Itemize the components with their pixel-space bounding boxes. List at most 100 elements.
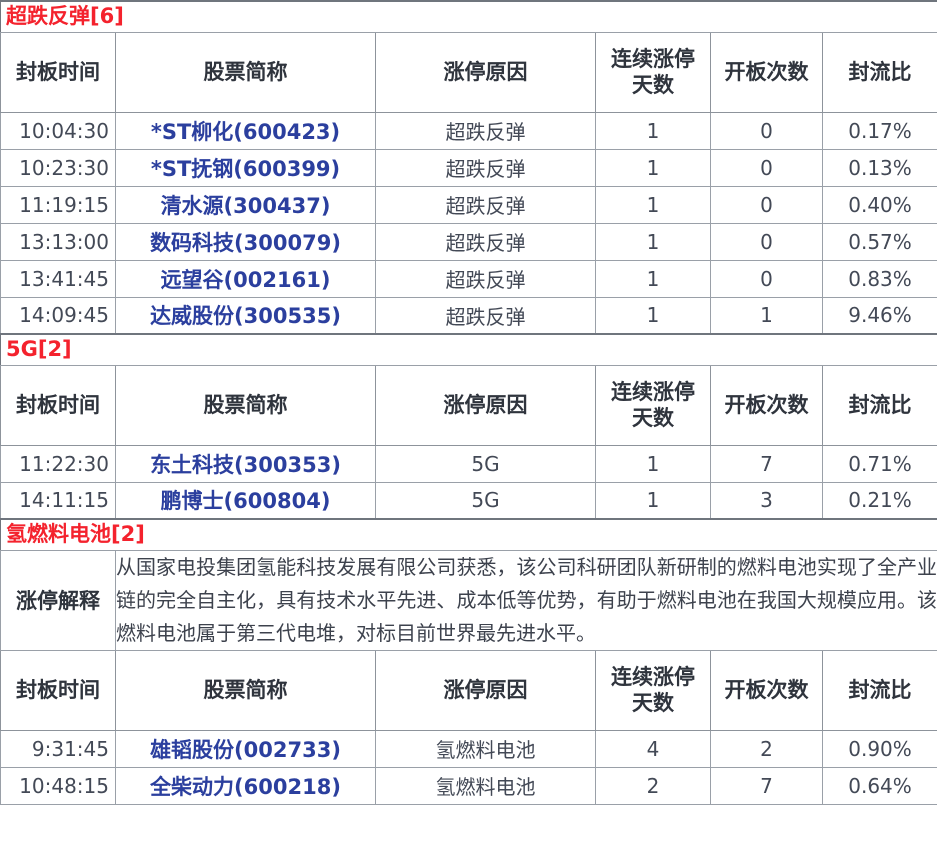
column-header-ratio: 封流比 <box>821 31 937 113</box>
cell-open-count: 0 <box>710 222 823 261</box>
section-title: 氢燃料电池[2] <box>6 522 145 547</box>
cell-open-count: 7 <box>710 444 823 483</box>
column-header-time: 封板时间 <box>0 649 116 731</box>
column-header-days: 连续涨停 天数 <box>595 364 711 446</box>
cell-stock-name[interactable]: 东土科技(300353) <box>115 444 376 483</box>
cell-seal-ratio: 0.17% <box>821 111 937 150</box>
cell-reason: 超跌反弹 <box>375 222 596 261</box>
cell-stock-name[interactable]: 雄韬股份(002733) <box>115 729 376 768</box>
cell-seal-ratio: 0.57% <box>821 222 937 261</box>
column-header-days: 连续涨停 天数 <box>595 649 711 731</box>
cell-open-count: 2 <box>710 729 823 768</box>
cell-seal-ratio: 0.21% <box>821 481 937 520</box>
cell-seal-time: 14:11:15 <box>0 481 116 520</box>
cell-stock-name[interactable]: 全柴动力(600218) <box>115 766 376 805</box>
cell-limit-days: 1 <box>595 185 711 224</box>
explanation-row: 涨停解释 从国家电投集团氢能科技发展有限公司获悉，该公司科研团队新研制的燃料电池实… <box>0 549 937 651</box>
cell-seal-ratio: 0.13% <box>821 148 937 187</box>
cell-reason: 5G <box>375 481 596 520</box>
section-header-row: 超跌反弹[6] <box>0 0 937 33</box>
cell-reason: 超跌反弹 <box>375 259 596 298</box>
limit-up-board-page: 超跌反弹[6] 封板时间 股票简称 涨停原因 连续涨停 天数 开板次数 封流比 10:04:30… <box>0 0 937 805</box>
cell-stock-name[interactable]: 达威股份(300535) <box>115 296 376 335</box>
column-header-time: 封板时间 <box>0 31 116 113</box>
table-row: 14:11:15 鹏博士(600804) 5G 1 3 0.21% <box>0 481 937 520</box>
column-header-row: 封板时间 股票简称 涨停原因 连续涨停 天数 开板次数 封流比 <box>0 649 937 731</box>
cell-seal-ratio: 0.90% <box>821 729 937 768</box>
cell-open-count: 0 <box>710 111 823 150</box>
cell-reason: 超跌反弹 <box>375 148 596 187</box>
cell-reason: 5G <box>375 444 596 483</box>
column-header-days: 连续涨停 天数 <box>595 31 711 113</box>
column-header-stock: 股票简称 <box>115 364 376 446</box>
cell-stock-name[interactable]: 鹏博士(600804) <box>115 481 376 520</box>
table-row: 10:04:30 *ST柳化(600423) 超跌反弹 1 0 0.17% <box>0 111 937 150</box>
cell-seal-ratio: 0.71% <box>821 444 937 483</box>
section-header-cell: 超跌反弹[6] <box>0 0 937 33</box>
table-row: 11:22:30 东土科技(300353) 5G 1 7 0.71% <box>0 444 937 483</box>
cell-open-count: 3 <box>710 481 823 520</box>
cell-open-count: 0 <box>710 259 823 298</box>
cell-stock-name[interactable]: 远望谷(002161) <box>115 259 376 298</box>
explanation-text: 从国家电投集团氢能科技发展有限公司获悉，该公司科研团队新研制的燃料电池实现了全产… <box>114 549 937 651</box>
cell-stock-name[interactable]: 清水源(300437) <box>115 185 376 224</box>
table-row: 10:48:15 全柴动力(600218) 氢燃料电池 2 7 0.64% <box>0 766 937 805</box>
column-header-open-count: 开板次数 <box>710 364 823 446</box>
cell-seal-time: 10:48:15 <box>0 766 116 805</box>
cell-seal-time: 11:22:30 <box>0 444 116 483</box>
limit-up-sections-table: 超跌反弹[6] 封板时间 股票简称 涨停原因 连续涨停 天数 开板次数 封流比 10:04:30… <box>0 0 937 805</box>
cell-seal-time: 14:09:45 <box>0 296 116 335</box>
section-title: 5G[2] <box>6 337 72 362</box>
cell-limit-days: 1 <box>595 111 711 150</box>
column-header-open-count: 开板次数 <box>710 31 823 113</box>
column-header-ratio: 封流比 <box>821 649 937 731</box>
cell-seal-time: 9:31:45 <box>0 729 116 768</box>
table-row: 11:19:15 清水源(300437) 超跌反弹 1 0 0.40% <box>0 185 937 224</box>
section-header-cell: 5G[2] <box>0 333 937 366</box>
explanation-label: 涨停解释 <box>0 549 116 651</box>
cell-stock-name[interactable]: 数码科技(300079) <box>115 222 376 261</box>
column-header-row: 封板时间 股票简称 涨停原因 连续涨停 天数 开板次数 封流比 <box>0 31 937 113</box>
column-header-days-line2: 天数 <box>632 406 674 430</box>
column-header-open-count: 开板次数 <box>710 649 823 731</box>
cell-limit-days: 1 <box>595 148 711 187</box>
cell-seal-time: 10:23:30 <box>0 148 116 187</box>
table-row: 14:09:45 达威股份(300535) 超跌反弹 1 1 9.46% <box>0 296 937 335</box>
column-header-days-line2: 天数 <box>632 73 674 97</box>
cell-stock-name[interactable]: *ST抚钢(600399) <box>115 148 376 187</box>
table-row: 13:41:45 远望谷(002161) 超跌反弹 1 0 0.83% <box>0 259 937 298</box>
column-header-ratio: 封流比 <box>821 364 937 446</box>
table-row: 10:23:30 *ST抚钢(600399) 超跌反弹 1 0 0.13% <box>0 148 937 187</box>
cell-seal-time: 11:19:15 <box>0 185 116 224</box>
cell-reason: 氢燃料电池 <box>375 766 596 805</box>
cell-seal-time: 13:13:00 <box>0 222 116 261</box>
cell-reason: 超跌反弹 <box>375 185 596 224</box>
cell-limit-days: 1 <box>595 296 711 335</box>
cell-limit-days: 1 <box>595 481 711 520</box>
column-header-reason: 涨停原因 <box>375 31 596 113</box>
cell-seal-ratio: 0.40% <box>821 185 937 224</box>
section-title: 超跌反弹[6] <box>6 4 124 29</box>
cell-limit-days: 2 <box>595 766 711 805</box>
cell-stock-name[interactable]: *ST柳化(600423) <box>115 111 376 150</box>
cell-reason: 超跌反弹 <box>375 111 596 150</box>
cell-seal-time: 13:41:45 <box>0 259 116 298</box>
column-header-stock: 股票简称 <box>115 31 376 113</box>
table-row: 13:13:00 数码科技(300079) 超跌反弹 1 0 0.57% <box>0 222 937 261</box>
cell-open-count: 0 <box>710 185 823 224</box>
table-row: 9:31:45 雄韬股份(002733) 氢燃料电池 4 2 0.90% <box>0 729 937 768</box>
section-header-row: 5G[2] <box>0 333 937 366</box>
section-header-row: 氢燃料电池[2] <box>0 518 937 551</box>
column-header-days-line2: 天数 <box>632 691 674 715</box>
cell-seal-ratio: 0.83% <box>821 259 937 298</box>
column-header-stock: 股票简称 <box>115 649 376 731</box>
column-header-days-line1: 连续涨停 <box>611 47 695 71</box>
cell-limit-days: 1 <box>595 259 711 298</box>
cell-open-count: 1 <box>710 296 823 335</box>
cell-limit-days: 4 <box>595 729 711 768</box>
cell-open-count: 0 <box>710 148 823 187</box>
cell-seal-ratio: 0.64% <box>821 766 937 805</box>
cell-open-count: 7 <box>710 766 823 805</box>
cell-reason: 超跌反弹 <box>375 296 596 335</box>
column-header-time: 封板时间 <box>0 364 116 446</box>
